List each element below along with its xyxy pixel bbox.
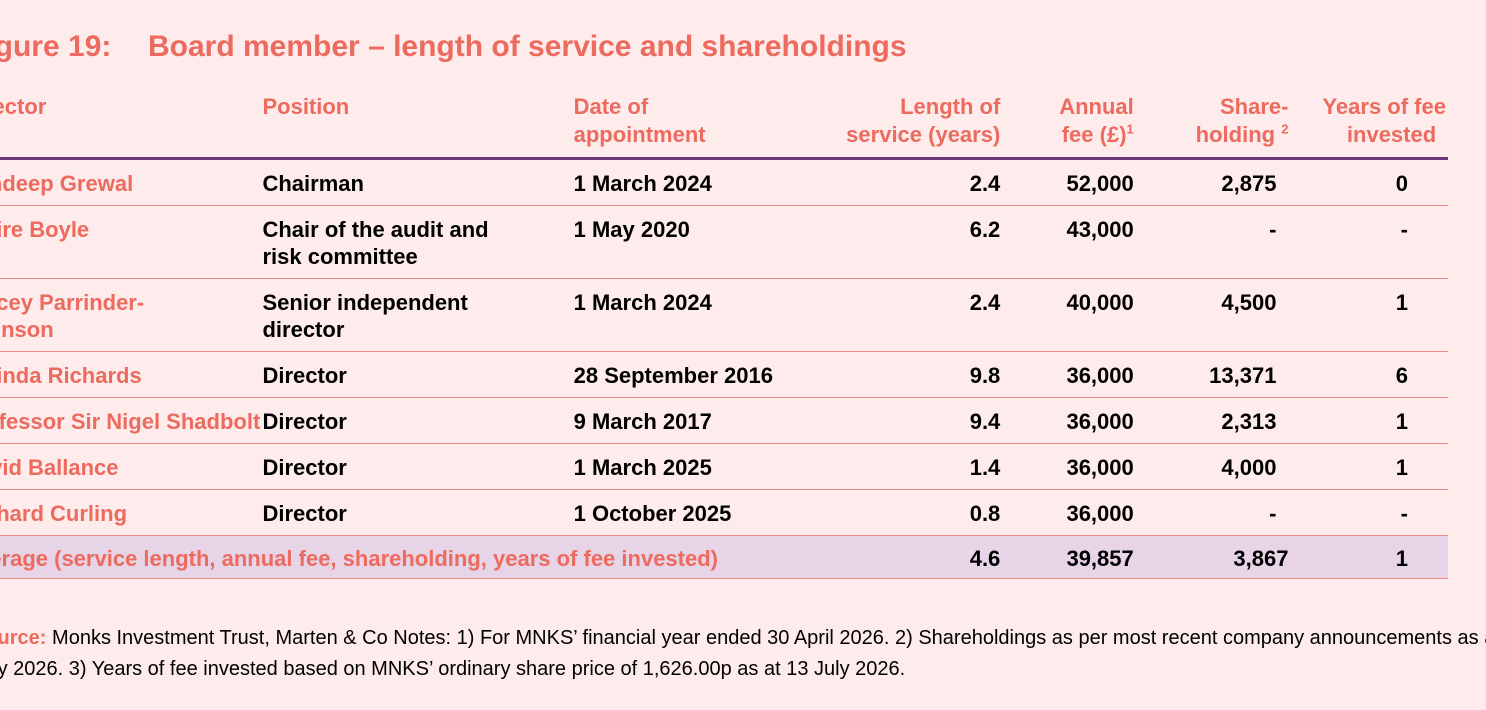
service-length: 9.8 bbox=[806, 351, 1001, 398]
service-length: 2.4 bbox=[806, 278, 1001, 352]
appointment-date: 1 March 2025 bbox=[573, 443, 807, 490]
service-length: 1.4 bbox=[806, 443, 1001, 490]
annual-fee: 43,000 bbox=[1000, 205, 1134, 279]
director-name: Professor Sir Nigel Shadbolt bbox=[0, 397, 263, 444]
shareholding: 2,313 bbox=[1133, 397, 1289, 444]
shareholding: - bbox=[1133, 205, 1289, 279]
header-fee: Annual fee (£)1 bbox=[1000, 90, 1134, 160]
years-invested: - bbox=[1288, 489, 1448, 536]
years-invested: 1 bbox=[1288, 278, 1448, 352]
annual-fee: 52,000 bbox=[1000, 158, 1134, 206]
shareholding: 2,875 bbox=[1133, 158, 1289, 206]
source-text: Monks Investment Trust, Marten & Co Note… bbox=[0, 627, 1486, 680]
years-invested: 1 bbox=[1288, 397, 1448, 444]
service-length: 2.4 bbox=[806, 158, 1001, 206]
shareholding: 13,371 bbox=[1133, 351, 1289, 398]
director-position: Chairman bbox=[262, 158, 574, 206]
average-years: 1 bbox=[1288, 535, 1448, 579]
table-row: Belinda Richards Director 28 September 2… bbox=[0, 351, 1448, 398]
years-invested: 1 bbox=[1288, 443, 1448, 490]
director-position: Director bbox=[262, 397, 574, 444]
figure-title: Figure 19: Board member – length of servi… bbox=[0, 30, 907, 64]
director-position: Director bbox=[262, 489, 574, 536]
years-invested: - bbox=[1288, 205, 1448, 279]
shareholding: 4,500 bbox=[1133, 278, 1289, 352]
director-name: David Ballance bbox=[0, 443, 263, 490]
director-position: Senior independent director bbox=[262, 278, 574, 352]
appointment-date: 1 March 2024 bbox=[573, 278, 807, 352]
annual-fee: 36,000 bbox=[1000, 443, 1134, 490]
appointment-date: 1 March 2024 bbox=[573, 158, 807, 206]
average-row: Average (service length, annual fee, sha… bbox=[0, 535, 1448, 579]
table-row: David Ballance Director 1 March 2025 1.4… bbox=[0, 443, 1448, 490]
header-director: Director bbox=[0, 90, 263, 160]
header-length: Length of service (years) bbox=[806, 90, 1001, 160]
header-years: Years of fee invested bbox=[1288, 90, 1448, 160]
appointment-date: 28 September 2016 bbox=[573, 351, 807, 398]
average-label: Average (service length, annual fee, sha… bbox=[0, 535, 807, 579]
source-label: Source: bbox=[0, 627, 47, 649]
table-row: Professor Sir Nigel Shadbolt Director 9 … bbox=[0, 397, 1448, 444]
annual-fee: 36,000 bbox=[1000, 397, 1134, 444]
director-name: Claire Boyle bbox=[0, 205, 263, 279]
source-note: Source: Monks Investment Trust, Marten &… bbox=[0, 623, 1486, 685]
service-length: 9.4 bbox=[806, 397, 1001, 444]
years-invested: 0 bbox=[1288, 158, 1448, 206]
table-row: Richard Curling Director 1 October 2025 … bbox=[0, 489, 1448, 536]
director-name: Richard Curling bbox=[0, 489, 263, 536]
director-name: Stacey Parrinder-Johnson bbox=[0, 278, 263, 352]
director-name: Sandeep Grewal bbox=[0, 158, 263, 206]
header-position: Position bbox=[262, 90, 574, 160]
appointment-date: 1 October 2025 bbox=[573, 489, 807, 536]
figure-number: Figure 19: bbox=[0, 30, 112, 63]
years-invested: 6 bbox=[1288, 351, 1448, 398]
header-holding: Share-holding 2 bbox=[1133, 90, 1289, 160]
appointment-date: 1 May 2020 bbox=[573, 205, 807, 279]
annual-fee: 36,000 bbox=[1000, 351, 1134, 398]
service-length: 0.8 bbox=[806, 489, 1001, 536]
figure-title-text: Board member – length of service and sha… bbox=[148, 30, 907, 63]
appointment-date: 9 March 2017 bbox=[573, 397, 807, 444]
average-length: 4.6 bbox=[806, 535, 1001, 579]
director-position: Director bbox=[262, 443, 574, 490]
average-fee: 39,857 bbox=[1000, 535, 1134, 579]
table-row: Sandeep Grewal Chairman 1 March 2024 2.4… bbox=[0, 158, 1448, 206]
director-position: Chair of the audit and risk committee bbox=[262, 205, 574, 279]
header-date: Date of appointment bbox=[573, 90, 807, 160]
director-position: Director bbox=[262, 351, 574, 398]
table-row: Stacey Parrinder-Johnson Senior independ… bbox=[0, 278, 1448, 352]
annual-fee: 36,000 bbox=[1000, 489, 1134, 536]
shareholding: 4,000 bbox=[1133, 443, 1289, 490]
shareholding: - bbox=[1133, 489, 1289, 536]
service-length: 6.2 bbox=[806, 205, 1001, 279]
table-row: Claire Boyle Chair of the audit and risk… bbox=[0, 205, 1448, 279]
annual-fee: 40,000 bbox=[1000, 278, 1134, 352]
average-holding: 3,867 bbox=[1133, 535, 1289, 579]
director-name: Belinda Richards bbox=[0, 351, 263, 398]
